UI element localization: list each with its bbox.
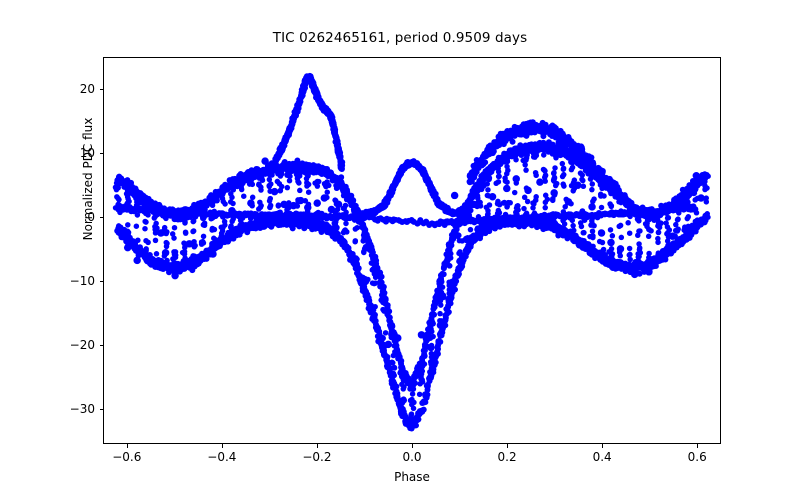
x-tick-mark bbox=[221, 444, 223, 448]
x-tick-label: 0.4 bbox=[592, 450, 612, 464]
x-tick-label: 0.0 bbox=[402, 450, 422, 464]
x-tick-label: −0.2 bbox=[302, 450, 332, 464]
x-tick-mark bbox=[697, 444, 699, 448]
y-tick-mark bbox=[99, 216, 103, 218]
x-axis-label: Phase bbox=[394, 470, 430, 484]
y-axis-tick-labels: 20 10 0 −10 −20 −30 bbox=[49, 0, 95, 500]
y-tick-label: −30 bbox=[69, 401, 95, 416]
x-tick-mark bbox=[412, 444, 414, 448]
x-tick-mark bbox=[126, 444, 128, 448]
x-tick-label: 0.6 bbox=[687, 450, 707, 464]
page-title: TIC 0262465161, period 0.9509 days bbox=[272, 30, 528, 46]
x-axis-tick-labels: −0.6 −0.4 −0.2 0.0 0.2 0.4 0.6 bbox=[0, 450, 800, 470]
x-tick-mark bbox=[507, 444, 509, 448]
y-tick-mark bbox=[99, 344, 103, 346]
y-tick-label: −20 bbox=[69, 337, 95, 352]
y-tick-mark bbox=[99, 152, 103, 155]
y-tick-mark bbox=[99, 280, 103, 282]
y-tick-label: −10 bbox=[69, 273, 95, 288]
y-tick-label: 10 bbox=[79, 145, 95, 160]
y-tick-mark bbox=[99, 408, 103, 410]
scatter-series bbox=[112, 72, 711, 432]
x-tick-label: −0.6 bbox=[112, 450, 142, 464]
y-tick-label: 0 bbox=[87, 209, 95, 224]
x-tick-mark bbox=[316, 444, 319, 448]
x-tick-label: 0.2 bbox=[497, 450, 517, 464]
y-tick-mark bbox=[99, 88, 103, 91]
x-tick-mark bbox=[602, 444, 604, 448]
y-tick-label: 20 bbox=[79, 81, 95, 96]
plot-area bbox=[103, 57, 721, 444]
x-tick-label: −0.4 bbox=[207, 450, 237, 464]
